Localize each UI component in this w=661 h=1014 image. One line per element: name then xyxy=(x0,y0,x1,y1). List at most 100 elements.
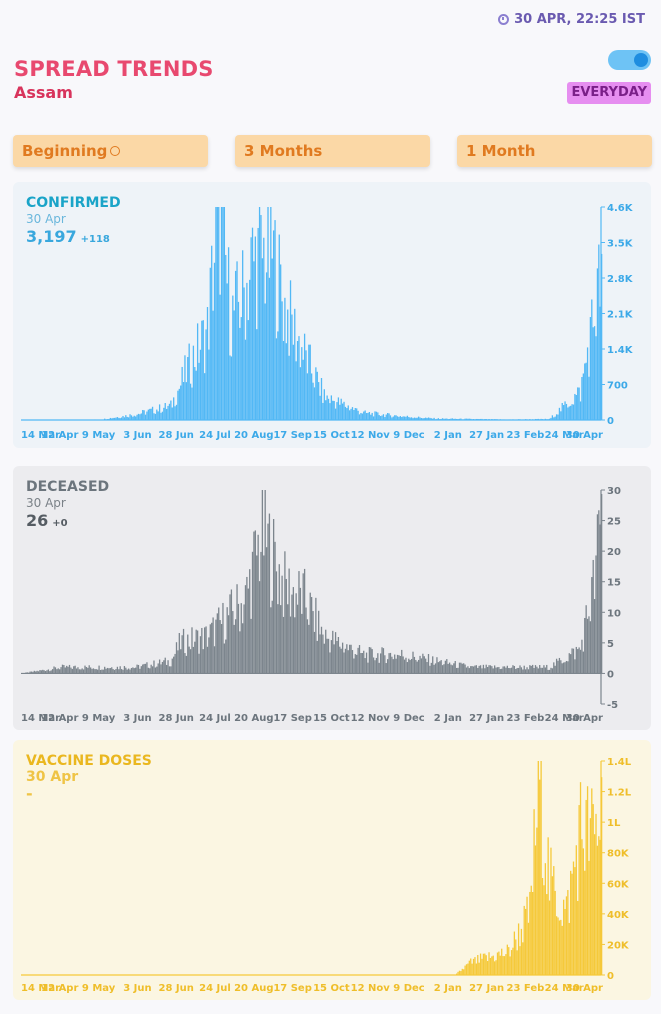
confirmed-bar xyxy=(565,403,568,420)
confirmed-bar xyxy=(244,339,247,420)
deceased-bar xyxy=(270,607,272,674)
confirmed-bar xyxy=(444,418,447,420)
confirmed-bar xyxy=(389,415,392,420)
deceased-bar xyxy=(63,665,65,674)
deceased-bar xyxy=(75,668,78,674)
confirmed-bar xyxy=(582,373,584,420)
vaccine-doses-x-tick-label: 2 Jan xyxy=(434,983,462,994)
deceased-bar xyxy=(453,663,455,674)
deceased-chart-panel[interactable]: 30 25 20 15 10 5 0 -5 14 Mar 12 Apr 9 May 3 Jun 28 J… xyxy=(13,466,651,730)
vaccine-doses-bar xyxy=(502,956,504,975)
vaccine-doses-bar xyxy=(589,818,592,975)
confirmed-x-tick-label: 15 Oct xyxy=(313,430,350,441)
range-3-months-button[interactable]: 3 Months xyxy=(235,135,430,167)
vaccine-chart-panel[interactable]: 1.4L 1.2L 1L 80K 60K 40K 20K 0 14 Mar 12 Apr 9 May… xyxy=(13,740,651,1000)
vaccine-doses-bar xyxy=(575,845,577,975)
deceased-bar xyxy=(168,666,171,674)
range-1-month-button[interactable]: 1 Month xyxy=(457,135,652,167)
vaccine-doses-x-tick-label: 24 Mar xyxy=(545,983,584,994)
confirmed-bar xyxy=(226,283,228,420)
deceased-bar xyxy=(92,668,95,674)
confirmed-bar xyxy=(161,411,164,420)
deceased-bar xyxy=(516,667,518,674)
vaccine-doses-bar xyxy=(599,839,601,975)
deceased-bar xyxy=(586,618,589,674)
deceased-bar xyxy=(550,667,552,674)
confirmed-bar xyxy=(368,412,371,420)
confirmed-date: 30 Apr xyxy=(26,212,66,226)
deceased-bar xyxy=(144,663,147,674)
deceased-bar xyxy=(505,667,507,674)
confirmed-bar xyxy=(333,400,335,420)
confirmed-bar xyxy=(548,418,551,420)
deceased-bar xyxy=(570,654,572,674)
vaccine-doses-bar xyxy=(579,782,582,975)
deceased-bar xyxy=(340,648,342,674)
deceased-bar xyxy=(147,667,149,674)
confirmed-bar xyxy=(330,395,333,420)
deceased-bar xyxy=(237,603,240,674)
mode-badge[interactable]: EVERYDAY xyxy=(567,82,651,104)
deceased-bar xyxy=(229,594,231,674)
confirmed-bar xyxy=(112,417,114,420)
confirmed-bar xyxy=(423,418,425,420)
deceased-bar xyxy=(288,568,290,674)
deceased-bar xyxy=(91,668,93,674)
vaccine-doses-bars xyxy=(456,761,603,975)
confirmed-bar xyxy=(302,359,304,420)
deceased-bar xyxy=(113,669,116,674)
vaccine-count: - xyxy=(26,784,33,803)
confirmed-bar xyxy=(198,362,200,420)
vaccine-doses-bar xyxy=(539,779,541,975)
deceased-bar xyxy=(94,669,96,674)
deceased-bar xyxy=(494,665,496,674)
confirmed-bar xyxy=(415,417,417,420)
confirmed-bar xyxy=(144,414,147,420)
vaccine-doses-bar xyxy=(548,900,551,975)
deceased-bar xyxy=(413,656,416,674)
scale-toggle[interactable] xyxy=(608,50,651,70)
deceased-bar xyxy=(47,669,50,674)
deceased-bar xyxy=(408,658,410,674)
vaccine-doses-bar xyxy=(477,955,479,975)
confirmed-chart-panel[interactable]: 4.6K 3.5K 2.8K 2.1K 1.4K 700 0 14 Mar 12 Apr 9 Ma… xyxy=(13,182,651,448)
deceased-bar xyxy=(544,667,546,674)
deceased-bar xyxy=(361,653,363,674)
deceased-bar xyxy=(99,669,102,674)
confirmed-bar xyxy=(558,407,561,420)
range-beginning-button[interactable]: Beginning xyxy=(13,135,208,167)
deceased-bar xyxy=(601,494,603,674)
deceased-x-tick-label: 12 Apr xyxy=(41,713,78,724)
deceased-bar xyxy=(529,665,531,674)
confirmed-bar xyxy=(412,418,414,420)
confirmed-bar xyxy=(142,409,144,420)
deceased-bar xyxy=(82,669,85,674)
confirmed-bar xyxy=(274,220,276,420)
confirmed-bar xyxy=(430,418,432,420)
deceased-bar xyxy=(29,671,31,674)
deceased-y-tick-label: 25 xyxy=(607,517,621,528)
vaccine-doses-bar xyxy=(534,845,537,975)
deceased-bar xyxy=(554,665,556,674)
deceased-bar xyxy=(546,664,548,674)
vaccine-doses-bar xyxy=(592,804,594,975)
deceased-bar xyxy=(122,669,124,674)
deceased-bar xyxy=(66,665,68,674)
confirmed-bar xyxy=(371,412,373,420)
deceased-bar xyxy=(56,669,58,674)
deceased-bar xyxy=(123,666,126,674)
confirmed-bar xyxy=(356,408,358,420)
deceased-bar xyxy=(160,664,162,674)
vaccine-doses-bar xyxy=(463,969,465,975)
deceased-bar xyxy=(285,578,287,674)
deceased-bar xyxy=(368,647,371,674)
deceased-bar xyxy=(189,649,192,674)
vaccine-doses-bar xyxy=(492,955,494,975)
deceased-bar xyxy=(395,658,397,674)
confirmed-bar xyxy=(147,409,149,420)
range-beginning-label: Beginning xyxy=(22,142,108,160)
confirmed-y-tick-label: 2.1K xyxy=(607,310,634,321)
confirmed-bar xyxy=(123,417,126,420)
confirmed-bar xyxy=(320,378,323,420)
